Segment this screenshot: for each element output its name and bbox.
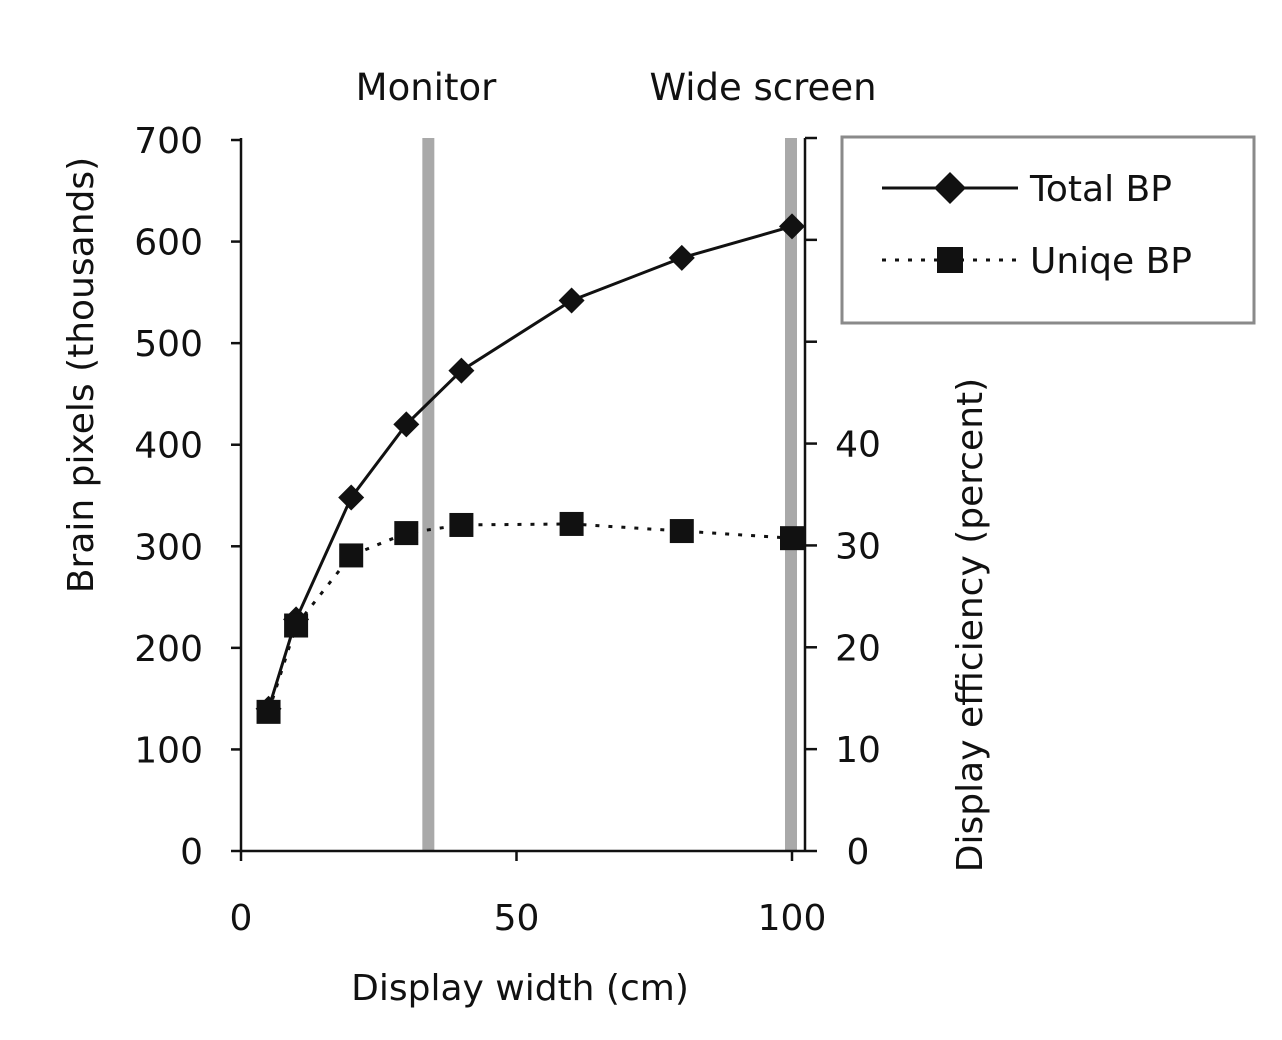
- point-uniqe-bp-7: [780, 526, 804, 551]
- y2-tick-label-0: 0: [847, 832, 870, 873]
- y-axis-title: Brain pixels (thousands): [61, 157, 102, 593]
- y2-axis-title: Display efficiency (percent): [950, 378, 991, 872]
- point-uniqe-bp-3: [394, 521, 419, 546]
- y-tick-label-200: 200: [134, 629, 203, 670]
- series-line-total-bp: [267, 224, 793, 710]
- legend-label-uniqe-bp: Uniqe BP: [1030, 241, 1192, 282]
- y2-tick-label-30: 30: [835, 526, 881, 567]
- point-uniqe-bp-6: [669, 519, 694, 544]
- reference-label-monitor: Monitor: [356, 66, 497, 109]
- point-total-bp-2: [338, 484, 365, 511]
- point-uniqe-bp-5: [559, 511, 584, 536]
- y2-tick-label-20: 20: [835, 628, 881, 669]
- y-tick-label-600: 600: [134, 223, 203, 264]
- legend-marker-diamond: [934, 172, 966, 204]
- legend-label-total-bp: Total BP: [1029, 169, 1172, 210]
- y-tick-label-400: 400: [134, 426, 203, 467]
- x-tick-label-0: 0: [230, 898, 253, 939]
- reference-lines: Monitor Wide screen: [356, 66, 877, 851]
- y-tick-label-300: 300: [134, 527, 203, 568]
- legend: Total BP Uniqe BP: [840, 135, 1256, 325]
- y-tick-label-100: 100: [134, 730, 203, 771]
- reference-label-wide-screen: Wide screen: [649, 66, 876, 109]
- point-total-bp-3: [393, 411, 420, 438]
- x-axis-title: Display width (cm): [351, 968, 689, 1009]
- point-uniqe-bp-0: [256, 699, 281, 724]
- reference-line-wide-screen: [785, 138, 797, 851]
- point-total-bp-5: [558, 287, 585, 314]
- point-uniqe-bp-1: [284, 613, 309, 638]
- axes: 0 100 200 300 400 500 600 700 0 50 100 0 10 20 30 40: [134, 121, 881, 939]
- y-tick-label-0: 0: [180, 832, 203, 873]
- reference-line-monitor: [422, 138, 435, 851]
- series-layer: [255, 213, 805, 724]
- point-total-bp-6: [668, 244, 695, 271]
- point-uniqe-bp-2: [339, 543, 364, 568]
- point-total-bp-7: [779, 213, 805, 240]
- y-tick-label-500: 500: [134, 324, 203, 365]
- y2-tick-label-40: 40: [835, 425, 881, 466]
- point-total-bp-4: [448, 357, 475, 384]
- x-tick-label-50: 50: [494, 898, 540, 939]
- legend-box: [840, 135, 1256, 325]
- point-uniqe-bp-4: [449, 512, 474, 537]
- legend-marker-square: [937, 247, 963, 273]
- x-tick-label-100: 100: [758, 898, 827, 939]
- y-tick-label-700: 700: [134, 121, 203, 162]
- y2-tick-label-10: 10: [835, 730, 881, 771]
